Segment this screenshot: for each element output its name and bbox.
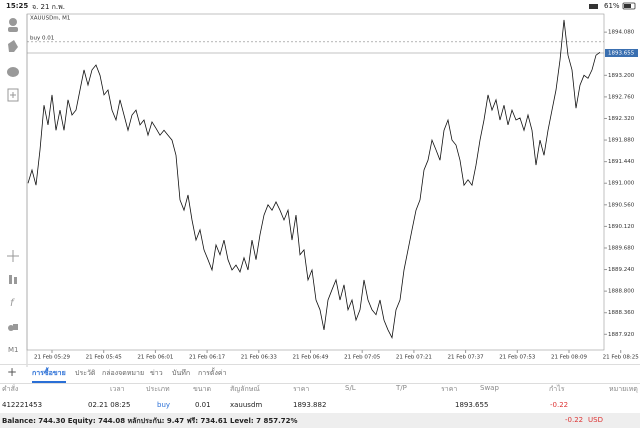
tab[interactable]: การตั้งค่า <box>198 369 227 377</box>
y-tick-label: 1893.200 <box>608 73 635 79</box>
table-header: หมายเหตุ <box>609 385 638 393</box>
table-header: Swap <box>480 384 499 392</box>
buy-label: buy 0.01 <box>30 36 54 42</box>
x-tick-label: 21 Feb 07:53 <box>499 355 536 361</box>
table-header: ขนาด <box>193 385 212 393</box>
toolbar-icons[interactable]: f <box>7 18 19 331</box>
price-line <box>27 19 601 340</box>
table-header: ประเภท <box>146 385 170 393</box>
table-header: กำไร <box>549 385 565 393</box>
table-header: สัญลักษณ์ <box>230 385 260 393</box>
battery: 61% <box>604 2 620 10</box>
plot-frame <box>26 13 605 351</box>
new-doc-icon[interactable] <box>7 88 19 102</box>
account-icon-body[interactable] <box>8 27 18 32</box>
x-tick-label: 21 Feb 06:01 <box>137 355 173 361</box>
tab[interactable]: กล่องจดหมาย <box>102 369 145 377</box>
balance-currency: USD <box>588 416 603 424</box>
y-tick-label: 1891.000 <box>608 181 635 187</box>
indicator-icon[interactable]: f <box>10 298 15 309</box>
table-cell[interactable]: buy <box>157 401 171 409</box>
chart-title: XAUUSDm, M1 <box>30 16 70 22</box>
x-tick-label: 21 Feb 07:05 <box>344 355 381 361</box>
table-cell[interactable]: 02.21 08:25 <box>88 401 131 409</box>
table-header: ราคา <box>293 385 310 393</box>
table-cell[interactable]: xauusdm <box>230 401 263 409</box>
candle-icon[interactable] <box>9 275 12 284</box>
y-tick-label: 1891.440 <box>608 159 635 165</box>
x-tick-label: 21 Feb 06:33 <box>241 355 278 361</box>
x-tick-label: 21 Feb 05:45 <box>86 355 123 361</box>
balance-text: Balance: 744.30 Equity: 744.08 หลักประกั… <box>2 417 298 425</box>
balance-bar <box>0 413 640 428</box>
date: จ. 21 ก.พ. <box>32 3 65 11</box>
y-tick-label: 1889.240 <box>608 267 635 273</box>
clock: 15:25 <box>6 2 29 10</box>
objects-icon[interactable] <box>8 325 14 331</box>
y-tick-label: 1892.320 <box>608 116 635 122</box>
y-tick-label: 1888.800 <box>608 289 635 295</box>
table-header: เวลา <box>110 385 125 393</box>
tab[interactable]: ข่าว <box>150 369 163 377</box>
chat-icon[interactable] <box>7 67 19 77</box>
table-cell[interactable]: 1893.882 <box>293 401 327 409</box>
y-tick-label: 1890.120 <box>608 224 635 230</box>
add-button[interactable]: + <box>7 365 18 379</box>
y-tick-label: 1892.760 <box>608 94 635 100</box>
table-header: T/P <box>396 384 407 392</box>
y-tick-label: 1887.920 <box>608 332 635 338</box>
current-price-label: 1893.655 <box>608 50 635 56</box>
x-tick-label: 21 Feb 06:17 <box>189 355 226 361</box>
x-tick-label: 21 Feb 08:09 <box>551 355 588 361</box>
objects-icon[interactable] <box>13 324 18 330</box>
chart: f M1 XAUUSDm, M1 buy 0.01 1894.080 1893.2… <box>7 2 640 367</box>
tab-bar <box>0 364 640 384</box>
x-tick-label: 21 Feb 07:37 <box>448 355 485 361</box>
table-cell[interactable]: -0.22 <box>550 401 569 409</box>
tab[interactable]: บันทึก <box>172 369 191 377</box>
y-tick-label: 1894.080 <box>608 30 635 36</box>
table-cell[interactable]: 0.01 <box>195 401 211 409</box>
plus-icon[interactable] <box>10 92 16 98</box>
timeframe[interactable]: M1 <box>8 346 19 354</box>
table-header: คำสั่ง <box>2 385 19 393</box>
tab[interactable]: การซื้อขาย <box>32 368 66 383</box>
account-icon[interactable] <box>9 18 17 26</box>
x-tick-label: 21 Feb 06:49 <box>292 355 329 361</box>
y-tick-label: 1891.880 <box>608 138 635 144</box>
wifi-icon <box>589 4 598 9</box>
trade-icon[interactable] <box>8 40 18 52</box>
crosshair-icon[interactable] <box>7 250 19 262</box>
battery-level <box>624 4 631 8</box>
table-cell[interactable]: 412221453 <box>2 401 43 409</box>
current-price-box <box>605 48 638 57</box>
table-header: ราคา <box>441 385 458 393</box>
table-header: S/L <box>345 384 356 392</box>
table-cell[interactable]: 1893.655 <box>455 401 489 409</box>
tab[interactable]: ประวัติ <box>75 369 96 377</box>
battery-icon <box>622 2 636 10</box>
y-tick-label: 1890.560 <box>608 202 635 208</box>
y-tick-label: 1888.360 <box>608 310 635 316</box>
x-tick-label: 21 Feb 05:29 <box>34 355 71 361</box>
y-tick-label: 1889.680 <box>608 245 635 251</box>
candle-icon[interactable] <box>14 277 17 284</box>
balance-profit: -0.22 <box>565 416 584 424</box>
x-tick-label: 21 Feb 08:25 <box>603 355 640 361</box>
x-tick-label: 21 Feb 07:21 <box>396 355 432 361</box>
